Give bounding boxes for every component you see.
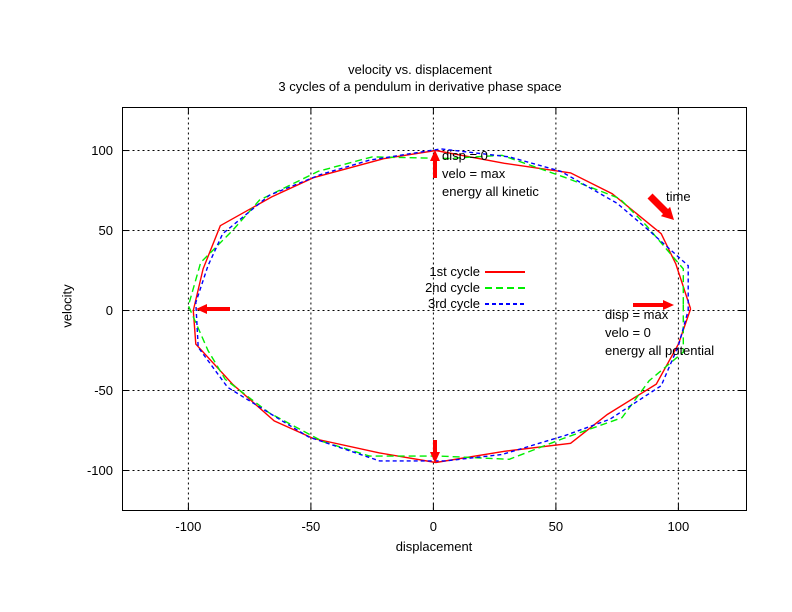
annotation-potential: disp = max velo = 0 energy all potential <box>605 307 715 358</box>
series-line-3rd-cycle <box>195 148 689 462</box>
y-tick-label: 50 <box>99 223 113 238</box>
legend-label: 2nd cycle <box>425 279 480 295</box>
annotation-kinetic: disp = 0 velo = max energy all kinetic <box>442 148 539 199</box>
x-tick-label: 0 <box>430 519 437 534</box>
x-tick-label: -100 <box>175 519 201 534</box>
marker-right <box>633 300 674 310</box>
chart-title-line2: 3 cycles of a pendulum in derivative pha… <box>278 79 562 94</box>
chart-title: velocity vs. displacement 3 cycles of a … <box>122 61 718 95</box>
x-tick-label: -50 <box>302 519 321 534</box>
legend-item-2nd-cycle: 2nd cycle <box>408 279 525 295</box>
legend-label: 1st cycle <box>429 263 480 279</box>
legend-item-3rd-cycle: 3rd cycle <box>408 295 525 311</box>
legend: 1st cycle 2nd cycle 3rd cycle <box>408 263 525 311</box>
series-line-2nd-cycle <box>187 154 684 461</box>
y-tick-label: -100 <box>87 463 113 478</box>
y-tick-label: -50 <box>94 383 113 398</box>
legend-line-sample <box>485 286 525 289</box>
legend-line-sample <box>485 270 525 273</box>
legend-label: 3rd cycle <box>427 295 480 311</box>
plot-border <box>122 107 747 511</box>
x-axis-label: displacement <box>395 539 473 554</box>
y-tick-label: 0 <box>106 303 113 318</box>
legend-line-sample <box>485 302 525 305</box>
legend-item-1st-cycle: 1st cycle <box>408 263 525 279</box>
annotation-time: time <box>666 189 691 204</box>
y-axis-label: velocity <box>59 284 75 328</box>
x-tick-label: 100 <box>668 519 690 534</box>
time-arrow <box>647 193 674 220</box>
marker-bottom <box>430 440 440 463</box>
x-tick-label: 50 <box>549 519 563 534</box>
series-line-1st-cycle <box>192 149 692 464</box>
y-tick-label: 100 <box>91 143 113 158</box>
marker-top <box>430 150 440 178</box>
chart-title-line1: velocity vs. displacement <box>348 62 492 77</box>
marker-left <box>196 304 230 314</box>
